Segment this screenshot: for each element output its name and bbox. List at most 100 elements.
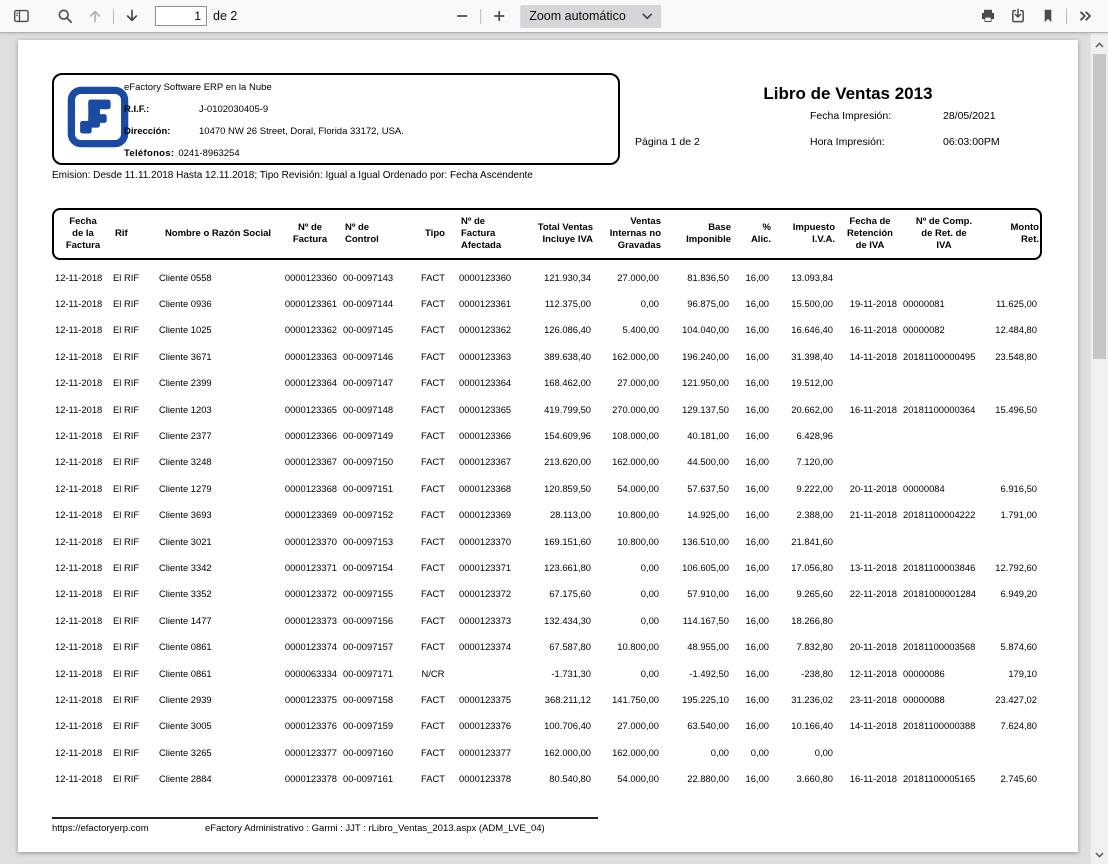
table-cell: 31.236,02 [791, 693, 833, 705]
table-cell: 0000123378 [284, 773, 337, 785]
table-cell: Cliente 3671 [159, 350, 212, 362]
table-cell [836, 422, 900, 448]
table-cell: 00-0097146 [343, 350, 394, 362]
column-header: Total Ventas Incluye IVA [537, 222, 593, 245]
table-cell: El RIF [113, 641, 140, 653]
table-cell: 16,00 [745, 773, 769, 785]
company-address-line: Dirección: 10470 NW 26 Street, Doral, Flo… [124, 126, 404, 137]
plus-icon [491, 8, 507, 24]
table-cell: 0000123377 [459, 746, 512, 758]
table-cell: 16.646,40 [791, 324, 833, 336]
sidebar-toggle-button[interactable] [7, 3, 35, 29]
table-cell: 20181100000388 [903, 720, 976, 732]
table-cell: 7.832,80 [796, 641, 834, 653]
chevron-double-right-icon [1077, 8, 1094, 24]
table-cell: FACT [421, 614, 445, 626]
table-cell: 00-0097159 [343, 720, 394, 732]
table-cell: 20-11-2018 [849, 482, 897, 494]
page-down-button[interactable] [118, 3, 146, 29]
table-cell: El RIF [113, 482, 140, 494]
table-cell: 0000123363 [459, 350, 512, 362]
table-row: 12-11-2018 El RIF Cliente 2399 0000123364 00… [52, 370, 1040, 396]
table-cell: 0000123366 [459, 430, 512, 442]
scrollbar-down-button[interactable] [1091, 846, 1108, 861]
table-cell: 11.625,00 [995, 298, 1037, 310]
table-body: 12-11-2018 El RIF Cliente 0558 0000123360 00… [52, 264, 1040, 792]
table-cell: FACT [421, 693, 445, 705]
table-cell [984, 739, 1040, 765]
table-cell: 00-0097160 [343, 746, 394, 758]
table-cell: 16,00 [745, 324, 769, 336]
table-cell: 00-0097149 [343, 430, 394, 442]
table-cell: 0000123374 [284, 641, 337, 653]
table-row: 12-11-2018 El RIF Cliente 1203 0000123365 00… [52, 396, 1040, 422]
page-number-input[interactable] [155, 6, 207, 26]
table-cell: 162.000,00 [544, 746, 591, 758]
table-cell: FACT [421, 746, 445, 758]
table-cell: 16,00 [745, 641, 769, 653]
address-label: Dirección: [124, 126, 171, 137]
table-cell: 16-11-2018 [849, 773, 897, 785]
table-cell: 16,00 [745, 377, 769, 389]
table-cell: Cliente 3021 [159, 535, 212, 547]
table-cell: 23-11-2018 [849, 693, 897, 705]
table-cell: 20181100000364 [903, 403, 976, 415]
table-row: 12-11-2018 El RIF Cliente 2884 0000123378 00… [52, 765, 1040, 791]
page-indicator: Página 1 de 2 [635, 136, 700, 148]
scrollbar-thumb[interactable] [1093, 54, 1106, 359]
table-cell [984, 422, 1040, 448]
table-cell: 0000123375 [284, 693, 337, 705]
table-cell: 67.587,80 [549, 641, 591, 653]
table-cell: Cliente 2377 [159, 430, 212, 442]
zoom-out-button[interactable] [448, 3, 476, 29]
table-cell: FACT [421, 350, 445, 362]
table-cell: 0,00 [640, 298, 659, 310]
table-cell [900, 739, 984, 765]
table-cell: 5.400,00 [622, 324, 660, 336]
zoom-level-select[interactable]: Zoom automático [520, 4, 661, 28]
table-cell: 196.240,00 [682, 350, 729, 362]
find-button[interactable] [51, 3, 79, 29]
page-up-button[interactable] [81, 3, 109, 29]
emission-criteria-line: Emision: Desde 11.11.2018 Hasta 12.11.20… [52, 170, 533, 181]
table-cell: 0,00 [640, 614, 659, 626]
print-button[interactable] [974, 3, 1002, 29]
table-cell: 0000123374 [459, 641, 512, 653]
table-cell: 20181100003846 [903, 561, 976, 573]
table-row: 12-11-2018 El RIF Cliente 0861 0000123374 00… [52, 633, 1040, 659]
zoom-in-button[interactable] [485, 3, 513, 29]
table-cell: El RIF [113, 456, 140, 468]
table-cell: 12-11-2018 [55, 482, 103, 494]
company-rif-line: R.I.F.: J-0102030405-9 [124, 104, 268, 115]
print-date-value: 28/05/2021 [943, 110, 996, 122]
save-button[interactable] [1004, 3, 1032, 29]
table-cell: 12-11-2018 [55, 693, 103, 705]
table-cell: 19.512,00 [791, 377, 833, 389]
table-cell: 0,00 [814, 746, 833, 758]
column-header: Nombre o Razón Social [164, 228, 272, 240]
table-row: 12-11-2018 El RIF Cliente 1279 0000123368 00… [52, 475, 1040, 501]
table-cell: 0000123371 [459, 561, 512, 573]
table-cell: 368.211,12 [544, 693, 591, 705]
table-cell: 121.950,00 [682, 377, 729, 389]
sidebar-toggle-icon [13, 8, 30, 24]
table-cell: FACT [421, 271, 445, 283]
table-cell: Cliente 3265 [159, 746, 212, 758]
table-cell: 0,00 [750, 746, 769, 758]
table-cell: 12-11-2018 [55, 746, 103, 758]
address-value: 10470 NW 26 Street, Doral, Florida 33172… [199, 126, 404, 137]
table-cell: 0000123365 [459, 403, 512, 415]
table-cell: 16,00 [745, 456, 769, 468]
table-cell: 16,00 [745, 588, 769, 600]
table-cell: 67.175,60 [549, 588, 591, 600]
table-cell: 12-11-2018 [55, 667, 103, 679]
scrollbar-up-button[interactable] [1091, 36, 1108, 51]
more-tools-button[interactable] [1071, 3, 1099, 29]
table-cell [900, 370, 984, 396]
table-cell: El RIF [113, 430, 140, 442]
current-view-button[interactable] [1034, 3, 1062, 29]
table-cell: FACT [421, 430, 445, 442]
table-cell [984, 607, 1040, 633]
vertical-scrollbar[interactable] [1090, 33, 1108, 864]
company-name: eFactory Software ERP en la Nube [124, 82, 272, 93]
